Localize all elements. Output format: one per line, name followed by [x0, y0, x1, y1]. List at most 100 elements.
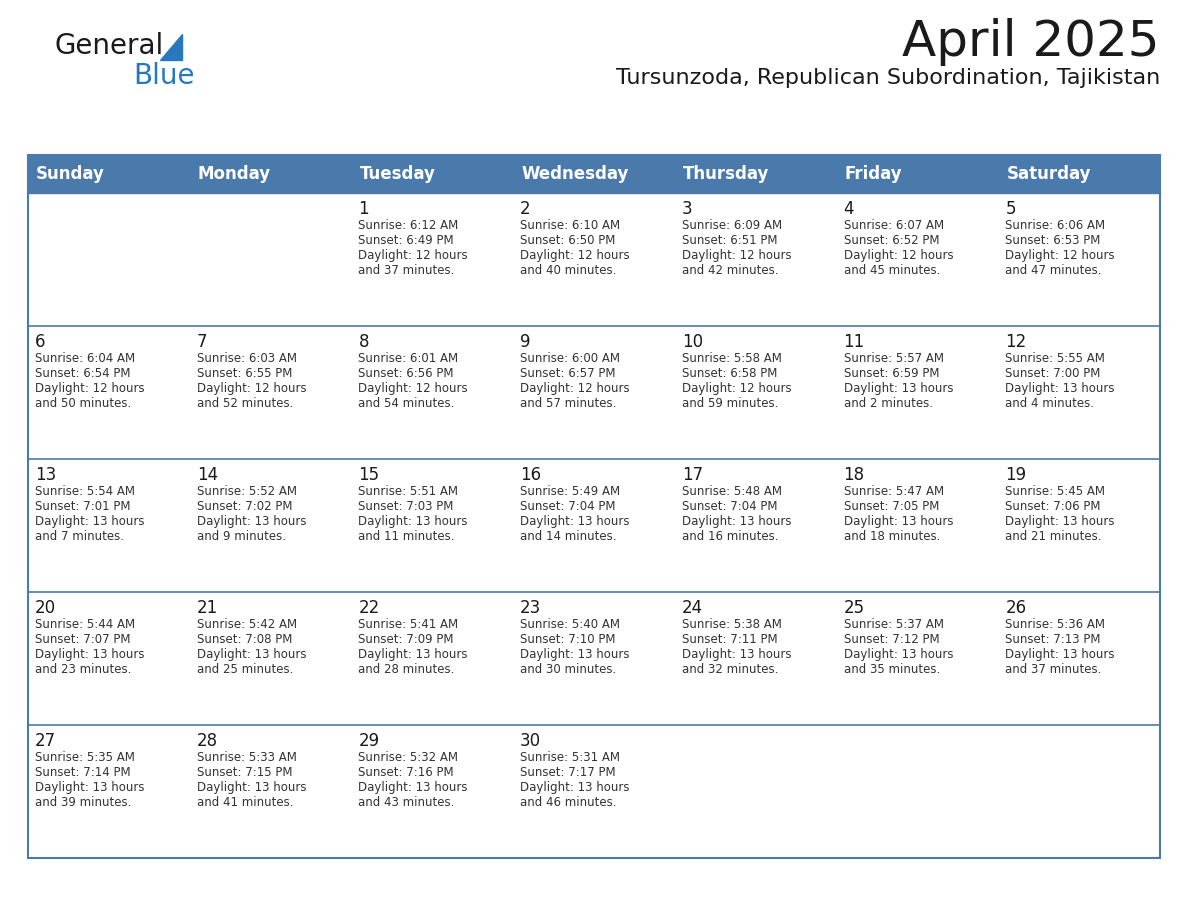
Text: Sunset: 6:50 PM: Sunset: 6:50 PM — [520, 234, 615, 247]
Text: Sunrise: 5:37 AM: Sunrise: 5:37 AM — [843, 618, 943, 631]
Text: Sunrise: 5:57 AM: Sunrise: 5:57 AM — [843, 352, 943, 365]
Text: 8: 8 — [359, 333, 369, 351]
Text: Sunset: 7:01 PM: Sunset: 7:01 PM — [34, 500, 131, 513]
Bar — [29, 725, 1159, 858]
Text: Sunset: 7:04 PM: Sunset: 7:04 PM — [682, 500, 777, 513]
Bar — [29, 592, 1159, 725]
Text: and 37 minutes.: and 37 minutes. — [1005, 663, 1101, 676]
Text: Sunset: 7:00 PM: Sunset: 7:00 PM — [1005, 367, 1100, 380]
Text: 5: 5 — [1005, 200, 1016, 218]
Text: 6: 6 — [34, 333, 45, 351]
Text: Sunrise: 6:09 AM: Sunrise: 6:09 AM — [682, 219, 782, 232]
Text: Daylight: 12 hours: Daylight: 12 hours — [843, 249, 953, 262]
Text: Sunset: 7:05 PM: Sunset: 7:05 PM — [843, 500, 939, 513]
Bar — [352, 155, 513, 193]
Text: 29: 29 — [359, 732, 379, 750]
Text: Sunset: 7:13 PM: Sunset: 7:13 PM — [1005, 633, 1101, 646]
Text: Sunset: 7:08 PM: Sunset: 7:08 PM — [197, 633, 292, 646]
Text: Sunrise: 5:42 AM: Sunrise: 5:42 AM — [197, 618, 297, 631]
Text: Daylight: 13 hours: Daylight: 13 hours — [197, 781, 307, 794]
Bar — [29, 326, 1159, 459]
Text: Tuesday: Tuesday — [360, 165, 435, 183]
Text: 16: 16 — [520, 466, 542, 484]
Text: Daylight: 12 hours: Daylight: 12 hours — [359, 249, 468, 262]
Text: Sunset: 7:06 PM: Sunset: 7:06 PM — [1005, 500, 1101, 513]
Text: Daylight: 13 hours: Daylight: 13 hours — [520, 515, 630, 528]
Text: Sunset: 7:11 PM: Sunset: 7:11 PM — [682, 633, 777, 646]
Text: Daylight: 12 hours: Daylight: 12 hours — [34, 382, 145, 395]
Bar — [998, 155, 1159, 193]
Text: Daylight: 13 hours: Daylight: 13 hours — [843, 648, 953, 661]
Text: and 32 minutes.: and 32 minutes. — [682, 663, 778, 676]
Text: and 16 minutes.: and 16 minutes. — [682, 530, 778, 543]
Text: 28: 28 — [197, 732, 217, 750]
Text: and 35 minutes.: and 35 minutes. — [843, 663, 940, 676]
Text: Sunrise: 5:47 AM: Sunrise: 5:47 AM — [843, 485, 943, 498]
Text: Daylight: 13 hours: Daylight: 13 hours — [1005, 382, 1114, 395]
Text: Daylight: 12 hours: Daylight: 12 hours — [520, 249, 630, 262]
Bar — [513, 155, 675, 193]
Text: and 45 minutes.: and 45 minutes. — [843, 264, 940, 277]
Text: Sunset: 7:16 PM: Sunset: 7:16 PM — [359, 766, 454, 779]
Text: and 2 minutes.: and 2 minutes. — [843, 397, 933, 410]
Text: Daylight: 13 hours: Daylight: 13 hours — [197, 648, 307, 661]
Text: Sunset: 6:54 PM: Sunset: 6:54 PM — [34, 367, 131, 380]
Text: Daylight: 12 hours: Daylight: 12 hours — [682, 249, 791, 262]
Text: Sunrise: 5:54 AM: Sunrise: 5:54 AM — [34, 485, 135, 498]
Text: 13: 13 — [34, 466, 56, 484]
Text: and 7 minutes.: and 7 minutes. — [34, 530, 124, 543]
Text: Sunrise: 6:10 AM: Sunrise: 6:10 AM — [520, 219, 620, 232]
Text: and 59 minutes.: and 59 minutes. — [682, 397, 778, 410]
Text: Sunrise: 6:04 AM: Sunrise: 6:04 AM — [34, 352, 135, 365]
Text: and 21 minutes.: and 21 minutes. — [1005, 530, 1101, 543]
Text: 18: 18 — [843, 466, 865, 484]
Text: Sunset: 6:49 PM: Sunset: 6:49 PM — [359, 234, 454, 247]
Text: Daylight: 13 hours: Daylight: 13 hours — [520, 648, 630, 661]
Text: Thursday: Thursday — [683, 165, 770, 183]
Text: Daylight: 13 hours: Daylight: 13 hours — [34, 515, 145, 528]
Text: 30: 30 — [520, 732, 542, 750]
Text: Daylight: 13 hours: Daylight: 13 hours — [682, 515, 791, 528]
Text: Sunrise: 5:33 AM: Sunrise: 5:33 AM — [197, 751, 297, 764]
Text: 7: 7 — [197, 333, 207, 351]
Text: 20: 20 — [34, 599, 56, 617]
Text: Daylight: 13 hours: Daylight: 13 hours — [843, 515, 953, 528]
Text: Sunrise: 5:52 AM: Sunrise: 5:52 AM — [197, 485, 297, 498]
Text: Sunset: 7:03 PM: Sunset: 7:03 PM — [359, 500, 454, 513]
Text: 11: 11 — [843, 333, 865, 351]
Text: Sunrise: 5:32 AM: Sunrise: 5:32 AM — [359, 751, 459, 764]
Text: Sunset: 7:10 PM: Sunset: 7:10 PM — [520, 633, 615, 646]
Text: Monday: Monday — [197, 165, 271, 183]
Text: and 52 minutes.: and 52 minutes. — [197, 397, 293, 410]
Text: 1: 1 — [359, 200, 369, 218]
Text: 22: 22 — [359, 599, 380, 617]
Bar — [190, 155, 352, 193]
Text: and 47 minutes.: and 47 minutes. — [1005, 264, 1101, 277]
Text: Sunset: 7:14 PM: Sunset: 7:14 PM — [34, 766, 131, 779]
Text: Sunrise: 5:45 AM: Sunrise: 5:45 AM — [1005, 485, 1105, 498]
Bar — [29, 155, 190, 193]
Text: Sunrise: 5:48 AM: Sunrise: 5:48 AM — [682, 485, 782, 498]
Text: Daylight: 13 hours: Daylight: 13 hours — [1005, 515, 1114, 528]
Text: 23: 23 — [520, 599, 542, 617]
Text: Sunrise: 6:03 AM: Sunrise: 6:03 AM — [197, 352, 297, 365]
Text: 25: 25 — [843, 599, 865, 617]
Polygon shape — [160, 34, 182, 60]
Text: Daylight: 12 hours: Daylight: 12 hours — [520, 382, 630, 395]
Text: Daylight: 13 hours: Daylight: 13 hours — [359, 781, 468, 794]
Text: Daylight: 13 hours: Daylight: 13 hours — [359, 515, 468, 528]
Text: and 43 minutes.: and 43 minutes. — [359, 796, 455, 809]
Text: Sunrise: 6:06 AM: Sunrise: 6:06 AM — [1005, 219, 1105, 232]
Text: Sunrise: 5:31 AM: Sunrise: 5:31 AM — [520, 751, 620, 764]
Text: 24: 24 — [682, 599, 703, 617]
Bar — [29, 155, 1159, 858]
Text: Daylight: 12 hours: Daylight: 12 hours — [682, 382, 791, 395]
Text: Sunset: 6:59 PM: Sunset: 6:59 PM — [843, 367, 939, 380]
Text: and 11 minutes.: and 11 minutes. — [359, 530, 455, 543]
Text: Sunrise: 6:12 AM: Sunrise: 6:12 AM — [359, 219, 459, 232]
Text: and 25 minutes.: and 25 minutes. — [197, 663, 293, 676]
Text: Sunset: 6:53 PM: Sunset: 6:53 PM — [1005, 234, 1100, 247]
Text: April 2025: April 2025 — [903, 18, 1159, 66]
Text: Daylight: 13 hours: Daylight: 13 hours — [34, 648, 145, 661]
Text: Daylight: 12 hours: Daylight: 12 hours — [359, 382, 468, 395]
